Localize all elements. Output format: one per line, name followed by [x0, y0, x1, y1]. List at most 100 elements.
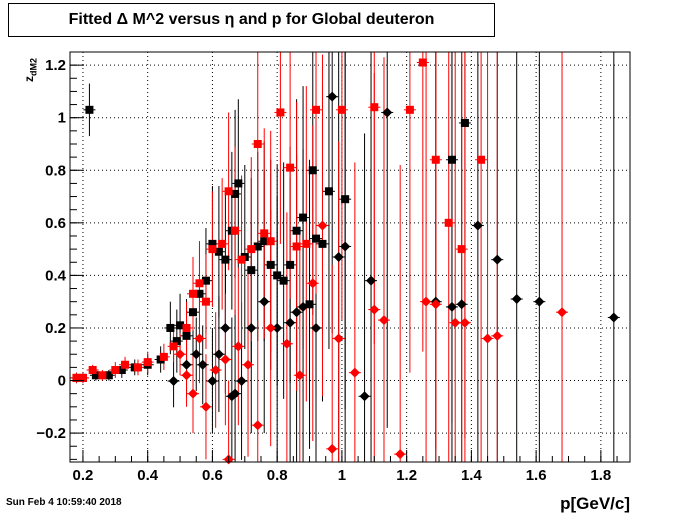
diamond-marker: [243, 359, 254, 370]
diamond-marker: [482, 333, 493, 344]
diamond-marker: [317, 220, 328, 231]
y-tick-label: 0.4: [45, 267, 67, 284]
square-marker: [302, 239, 311, 248]
square-marker: [172, 337, 181, 346]
square-marker: [341, 195, 350, 204]
square-marker: [201, 276, 210, 285]
grid-lines: [70, 52, 630, 462]
y-tick-label: 0.6: [45, 215, 66, 232]
square-marker: [260, 237, 269, 246]
square-marker: [260, 229, 269, 238]
y-tick-label: 0.8: [45, 162, 66, 179]
diamond-marker: [259, 296, 270, 307]
square-marker: [299, 213, 308, 222]
diamond-marker: [291, 307, 302, 318]
x-tick-label: 1: [338, 467, 346, 484]
square-marker: [279, 276, 288, 285]
diamond-marker: [298, 301, 309, 312]
diamond-marker: [194, 333, 205, 344]
square-marker: [182, 331, 191, 340]
square-marker: [143, 358, 152, 367]
square-marker: [121, 360, 130, 369]
diamond-marker: [220, 354, 231, 365]
diamond-marker: [430, 299, 441, 310]
square-marker: [308, 166, 317, 175]
diamond-marker: [456, 299, 467, 310]
timestamp: Sun Feb 4 10:59:40 2018: [6, 497, 122, 508]
square-marker: [337, 105, 346, 114]
square-marker: [208, 245, 217, 254]
square-marker: [234, 179, 243, 188]
square-marker: [444, 218, 453, 227]
square-marker: [78, 373, 87, 382]
square-marker: [214, 247, 223, 256]
diamond-marker: [207, 376, 218, 387]
y-tick-label: 1: [58, 110, 66, 127]
diamond-marker: [492, 254, 503, 265]
square-marker: [111, 366, 120, 375]
diamond-marker: [285, 317, 296, 328]
square-marker: [292, 226, 301, 235]
diamond-marker: [472, 220, 483, 231]
square-marker: [266, 237, 275, 246]
square-marker: [189, 308, 198, 317]
diamond-marker: [511, 294, 522, 305]
y-tick-label: 1.2: [45, 57, 66, 74]
diamond-marker: [281, 338, 292, 349]
square-marker: [176, 321, 185, 330]
diamond-marker: [294, 370, 305, 381]
diamond-marker: [333, 252, 344, 262]
x-tick-label: 0.4: [137, 467, 159, 484]
y-tick-label: 0: [58, 373, 66, 390]
diamond-marker: [200, 401, 211, 412]
square-marker: [273, 271, 282, 280]
square-marker: [221, 255, 230, 264]
x-tick-label: 1.4: [461, 467, 483, 484]
square-marker: [159, 352, 168, 361]
diamond-marker: [340, 241, 351, 252]
x-tick-label: 0.8: [267, 467, 288, 484]
diamond-marker: [311, 322, 322, 333]
square-marker: [195, 289, 204, 298]
y-tick-label: −0.2: [36, 425, 66, 442]
y-axis-label: zdM2: [22, 58, 39, 82]
diamond-marker: [327, 443, 338, 454]
diamond-marker: [557, 307, 568, 318]
chart-title: Fitted Δ M^2 versus η and p for Global d…: [68, 11, 435, 28]
diamond-marker: [188, 388, 199, 399]
x-axis-label: p[GeV/c]: [560, 494, 630, 513]
square-marker: [88, 366, 97, 375]
diamond-marker: [395, 449, 406, 460]
square-marker: [166, 323, 175, 332]
square-marker: [72, 373, 81, 382]
square-marker: [133, 363, 142, 372]
data-markers: [72, 58, 619, 465]
square-marker: [247, 245, 256, 254]
diamond-marker: [333, 333, 344, 344]
square-marker: [208, 239, 217, 248]
diamond-marker: [378, 315, 389, 326]
square-marker: [231, 226, 240, 235]
square-marker: [370, 103, 379, 112]
square-marker: [276, 108, 285, 117]
diamond-marker: [446, 301, 457, 312]
square-marker: [312, 234, 321, 243]
diamond-marker: [252, 420, 263, 431]
diamond-marker: [492, 330, 503, 341]
x-tick-label: 0.6: [202, 467, 223, 484]
diamond-marker: [210, 365, 221, 376]
diamond-marker: [272, 322, 283, 333]
diamond-marker: [366, 275, 377, 286]
square-marker: [104, 371, 113, 380]
square-marker: [117, 366, 126, 375]
square-marker: [418, 58, 427, 67]
diamond-marker: [450, 317, 461, 328]
diamond-marker: [175, 349, 186, 360]
diamond-marker: [191, 349, 202, 360]
diamond-marker: [369, 304, 380, 315]
square-marker: [292, 242, 301, 251]
plot-frame: [69, 51, 631, 463]
diamond-marker: [382, 107, 393, 118]
diamond-marker: [307, 278, 318, 289]
square-marker: [477, 155, 486, 164]
